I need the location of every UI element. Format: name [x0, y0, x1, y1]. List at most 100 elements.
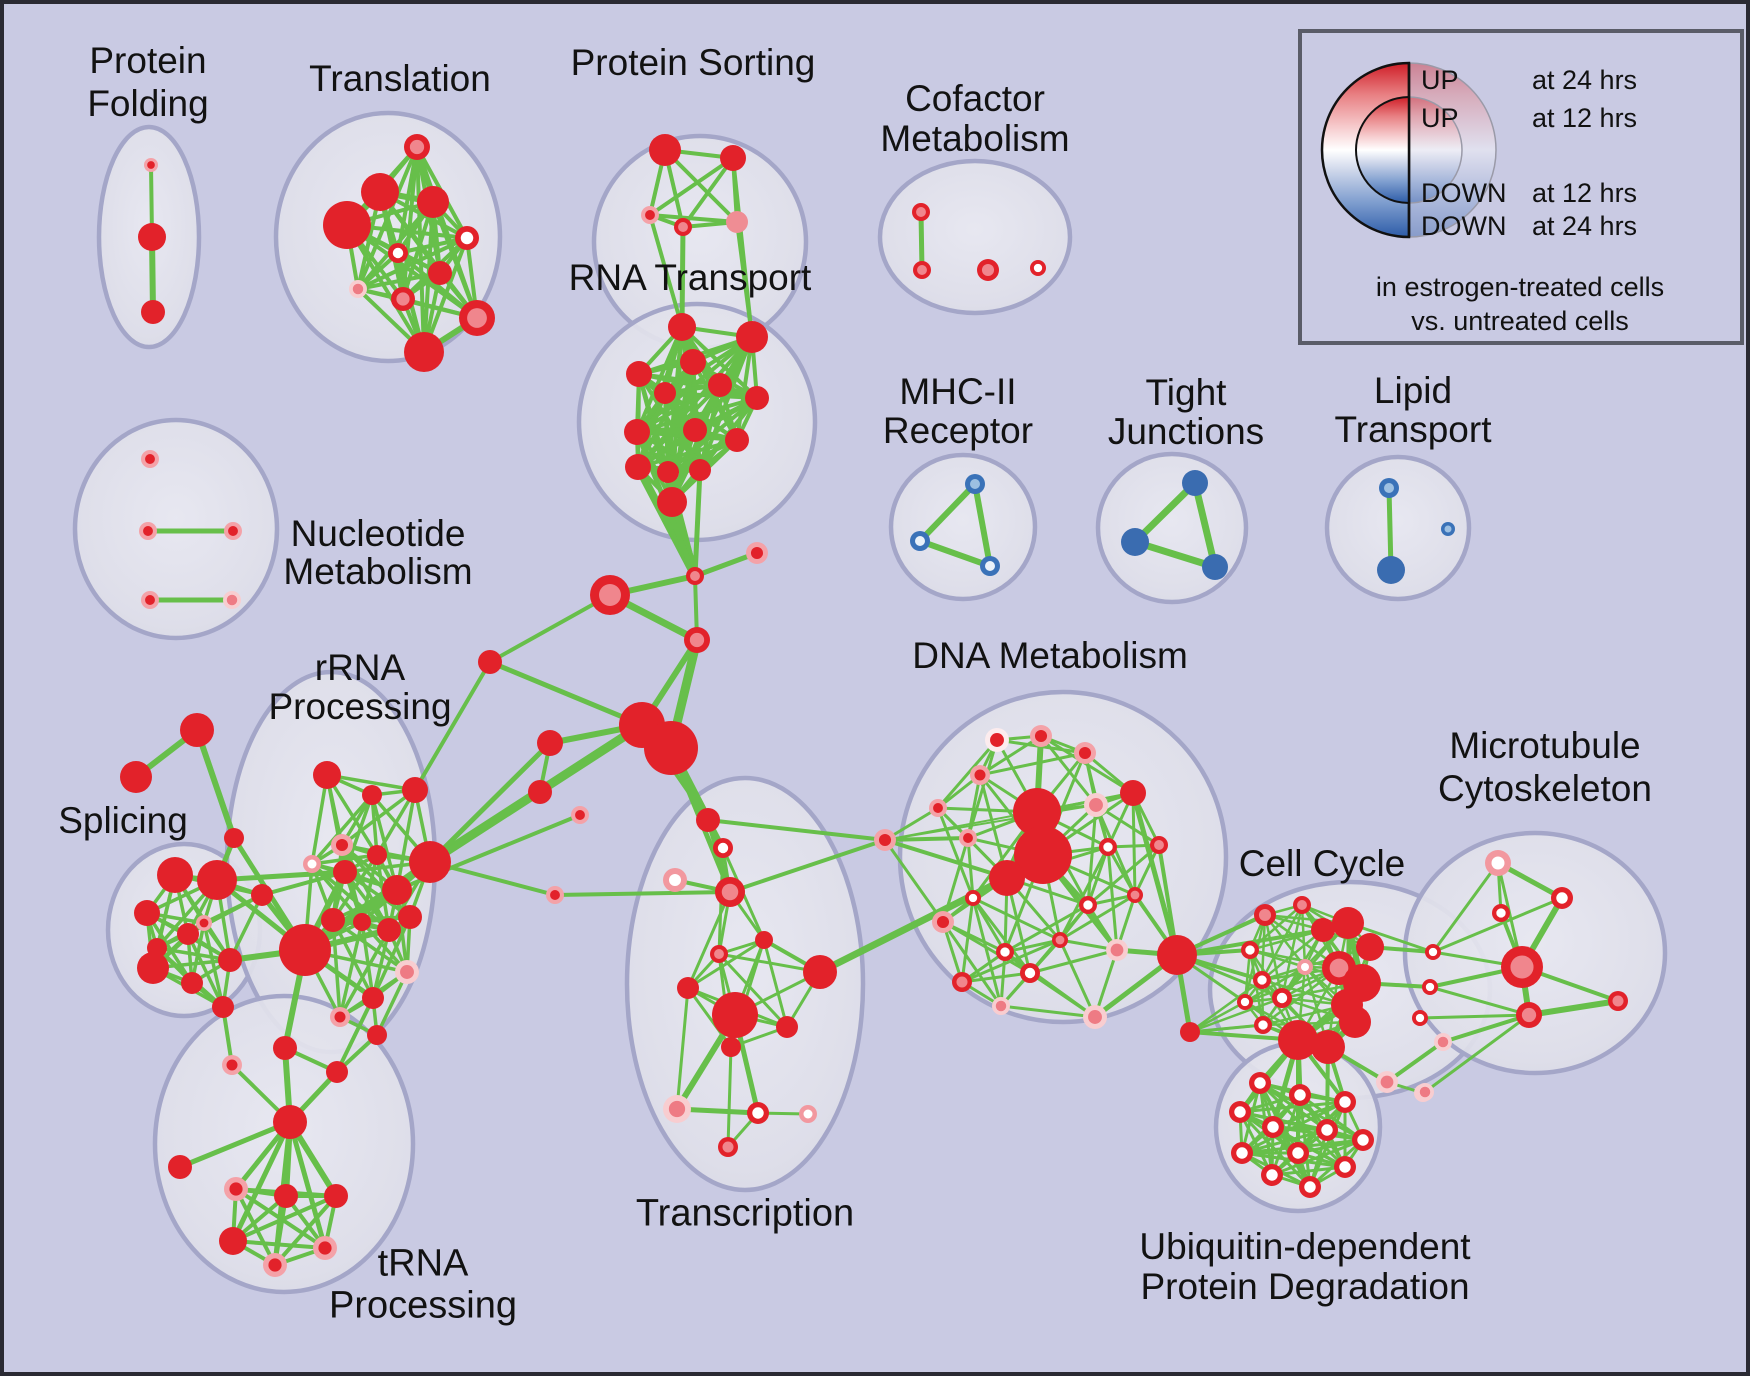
- node-m1[interactable]: [965, 474, 985, 494]
- node-n1[interactable]: [141, 450, 159, 468]
- node-tr6[interactable]: [755, 931, 773, 949]
- node-tr7[interactable]: [710, 945, 728, 963]
- node-tr15[interactable]: [718, 1137, 738, 1157]
- node-ccH[interactable]: [1157, 935, 1197, 975]
- node-t1[interactable]: [404, 134, 430, 160]
- node-pf2[interactable]: [138, 223, 166, 251]
- node-u4[interactable]: [1229, 1101, 1251, 1123]
- node-u1[interactable]: [1249, 1072, 1271, 1094]
- node-sp2[interactable]: [197, 860, 237, 900]
- node-rrH[interactable]: [279, 924, 331, 976]
- node-sp10[interactable]: [212, 996, 234, 1018]
- node-b4[interactable]: [571, 806, 589, 824]
- node-tn5[interactable]: [219, 1227, 247, 1255]
- node-u7[interactable]: [1352, 1129, 1374, 1151]
- node-d16[interactable]: [952, 972, 972, 992]
- node-rr10[interactable]: [321, 908, 345, 932]
- node-n3[interactable]: [224, 522, 242, 540]
- node-t5[interactable]: [455, 226, 479, 250]
- node-b3[interactable]: [528, 780, 552, 804]
- node-u10[interactable]: [1334, 1156, 1356, 1178]
- node-pf1[interactable]: [144, 158, 158, 172]
- node-n4[interactable]: [141, 591, 159, 609]
- node-d17[interactable]: [992, 997, 1010, 1015]
- node-tr9[interactable]: [803, 955, 837, 989]
- node-d4[interactable]: [959, 829, 977, 847]
- node-st2[interactable]: [120, 761, 152, 793]
- node-rr4[interactable]: [331, 834, 353, 856]
- node-dt3[interactable]: [1074, 742, 1096, 764]
- node-r5[interactable]: [708, 373, 732, 397]
- node-tn6[interactable]: [313, 1236, 337, 1260]
- node-tnH[interactable]: [273, 1105, 307, 1139]
- node-tj1[interactable]: [1182, 470, 1208, 496]
- node-c1[interactable]: [686, 567, 704, 585]
- node-m2[interactable]: [910, 531, 930, 551]
- node-mt6[interactable]: [1516, 1002, 1542, 1028]
- node-t8[interactable]: [349, 280, 367, 298]
- node-sp8[interactable]: [181, 972, 203, 994]
- node-b2[interactable]: [537, 730, 563, 756]
- node-r11[interactable]: [625, 454, 651, 480]
- node-mt9[interactable]: [1416, 1083, 1434, 1101]
- node-rr1[interactable]: [313, 761, 341, 789]
- node-sp9[interactable]: [218, 948, 242, 972]
- node-ps2[interactable]: [720, 145, 746, 171]
- node-t7[interactable]: [428, 261, 452, 285]
- node-d14[interactable]: [996, 943, 1014, 961]
- node-ps4[interactable]: [674, 218, 692, 236]
- node-ps5[interactable]: [726, 211, 748, 233]
- node-st3[interactable]: [224, 828, 244, 848]
- node-cc3[interactable]: [1311, 918, 1335, 942]
- node-dt1[interactable]: [985, 728, 1009, 752]
- node-d8[interactable]: [1150, 836, 1168, 854]
- node-r10[interactable]: [725, 428, 749, 452]
- node-lt1[interactable]: [1379, 478, 1399, 498]
- node-r3[interactable]: [626, 361, 652, 387]
- node-u5[interactable]: [1262, 1116, 1284, 1138]
- node-d5[interactable]: [1084, 793, 1108, 817]
- node-tr5[interactable]: [546, 886, 564, 904]
- node-cc1[interactable]: [1254, 904, 1276, 926]
- node-u6[interactable]: [1316, 1119, 1338, 1141]
- node-u3[interactable]: [1334, 1091, 1356, 1113]
- node-tn10[interactable]: [326, 1061, 348, 1083]
- node-c4[interactable]: [684, 627, 710, 653]
- node-rr3[interactable]: [402, 777, 428, 803]
- node-d6[interactable]: [1120, 780, 1146, 806]
- node-tr11[interactable]: [721, 1037, 741, 1057]
- node-t10[interactable]: [459, 300, 495, 336]
- node-tn8[interactable]: [273, 1036, 297, 1060]
- node-tr14[interactable]: [799, 1105, 817, 1123]
- node-tr3[interactable]: [663, 868, 687, 892]
- node-rr5[interactable]: [303, 855, 321, 873]
- node-cc0[interactable]: [1180, 1022, 1200, 1042]
- node-t9[interactable]: [391, 287, 415, 311]
- node-lt2[interactable]: [1377, 556, 1405, 584]
- node-u8[interactable]: [1231, 1142, 1253, 1164]
- node-cc12[interactable]: [1272, 988, 1292, 1008]
- node-d20[interactable]: [1052, 932, 1068, 948]
- node-cf3[interactable]: [977, 259, 999, 281]
- node-trH[interactable]: [712, 992, 758, 1038]
- node-t11[interactable]: [404, 332, 444, 372]
- node-tr12[interactable]: [663, 1095, 691, 1123]
- node-br[interactable]: [874, 829, 896, 851]
- node-ccB2[interactable]: [1311, 1030, 1345, 1064]
- node-r4[interactable]: [680, 349, 706, 375]
- node-lt3[interactable]: [1441, 522, 1455, 536]
- node-u2[interactable]: [1289, 1084, 1311, 1106]
- node-ccB1[interactable]: [1278, 1020, 1318, 1060]
- node-c3[interactable]: [590, 575, 630, 615]
- node-c2[interactable]: [746, 542, 768, 564]
- node-h2[interactable]: [644, 721, 698, 775]
- node-d15[interactable]: [1020, 963, 1040, 983]
- node-m3[interactable]: [980, 556, 1000, 576]
- node-rr15[interactable]: [362, 987, 384, 1009]
- node-rr11[interactable]: [353, 913, 371, 931]
- node-d13[interactable]: [932, 911, 954, 933]
- node-d19[interactable]: [1083, 1005, 1107, 1029]
- node-d18[interactable]: [1106, 939, 1128, 961]
- node-t2[interactable]: [361, 173, 399, 211]
